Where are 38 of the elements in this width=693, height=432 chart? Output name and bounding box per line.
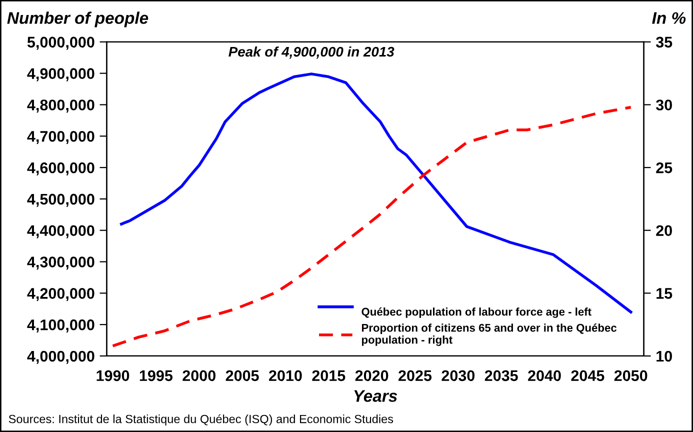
legend-label: Québec population of labour force age - left [362,307,592,318]
legend-label: Proportion of citizens 65 and over in the Québec population - right [362,323,617,346]
y-tick-label: 4,500,000 [27,194,94,207]
y-tick-label: 4,100,000 [27,319,94,332]
y2-tick-label: 30 [656,100,672,110]
x-tick-label: 2000 [182,370,216,382]
x-tick-label: 2020 [355,370,388,382]
y-tick-label: 4,000,000 [27,350,94,364]
y-tick-label: 4,700,000 [27,130,94,144]
y2-axis-title: In % [652,12,686,24]
x-tick-label: 2050 [614,370,648,382]
y-tick-label: 4,300,000 [27,256,94,270]
y-tick-label: 4,200,000 [27,288,94,302]
x-tick-label: 1990 [96,370,130,382]
y-axis-title: Number of people [7,12,148,28]
y-tick-label: 4,400,000 [27,225,94,238]
x-tick-label: 2040 [528,370,561,382]
annotation: Peak of 4,900,000 in 2013 [228,46,394,59]
y-tick-label: 4,900,000 [27,68,94,82]
x-tick-label: 2035 [484,370,518,382]
y-tick-label: 5,000,000 [27,36,94,50]
x-tick-label: 2005 [226,370,259,382]
y-tick-label: 4,600,000 [27,162,94,176]
y2-tick-label: 35 [656,36,672,48]
source-note: Sources: Institut de la Statistique du Québec (ISQ) and Economic Studies [8,414,394,426]
x-tick-label: 2015 [312,370,346,382]
x-tick-label: 2025 [398,370,432,382]
y2-tick-label: 20 [656,225,672,236]
y-tick-label: 4,800,000 [27,100,94,113]
x-tick-label: 1995 [140,370,173,382]
x-tick-label: 2045 [571,370,604,382]
y2-tick-label: 25 [656,162,672,174]
y2-tick-label: 10 [656,350,672,362]
y2-tick-label: 15 [656,288,672,299]
x-axis-title: Years [354,390,398,402]
x-tick-label: 2030 [442,370,475,382]
x-tick-label: 2010 [268,370,302,382]
line-series [111,106,632,348]
